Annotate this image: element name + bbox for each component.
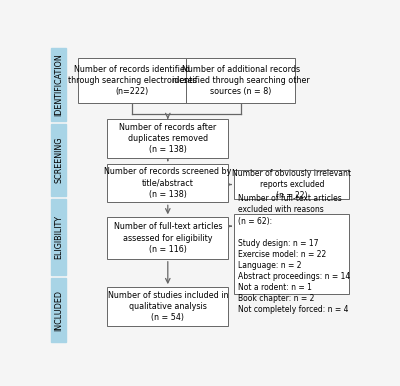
Text: ELIGIBILITY: ELIGIBILITY	[54, 215, 63, 259]
Text: Number of records identified
through searching electronicses
(n=222): Number of records identified through sea…	[68, 65, 196, 96]
FancyBboxPatch shape	[234, 170, 349, 200]
FancyBboxPatch shape	[107, 164, 228, 202]
Bar	[51, 48, 66, 120]
FancyBboxPatch shape	[186, 58, 295, 103]
Bar	[51, 200, 66, 275]
Text: Number of studies included in
qualitative analysis
(n = 54): Number of studies included in qualitativ…	[108, 291, 228, 322]
Bar	[51, 124, 66, 196]
Text: Number of records after
duplicates removed
(n = 138): Number of records after duplicates remov…	[119, 123, 216, 154]
FancyBboxPatch shape	[234, 214, 349, 295]
Text: Number of additional records
identified through searching other
sources (n = 8): Number of additional records identified …	[172, 65, 310, 96]
FancyBboxPatch shape	[107, 119, 228, 158]
Text: Number of records screened by
title/abstract
(n = 138): Number of records screened by title/abst…	[104, 168, 232, 199]
Text: Number of full-text articles
excluded with reasons
(n = 62):

Study design: n = : Number of full-text articles excluded wi…	[238, 195, 350, 314]
Bar	[51, 278, 66, 342]
Text: INCLUDED: INCLUDED	[54, 290, 63, 330]
FancyBboxPatch shape	[78, 58, 186, 103]
Text: SCREENING: SCREENING	[54, 137, 63, 183]
FancyBboxPatch shape	[107, 287, 228, 326]
Text: IDENTIFICATION: IDENTIFICATION	[54, 53, 63, 115]
FancyBboxPatch shape	[107, 217, 228, 259]
Text: Number of full-text articles
assessed for eligibility
(n = 116): Number of full-text articles assessed fo…	[114, 222, 222, 254]
Text: Number of obviously irrelevant
reports excluded
(n = 22): Number of obviously irrelevant reports e…	[232, 169, 351, 200]
